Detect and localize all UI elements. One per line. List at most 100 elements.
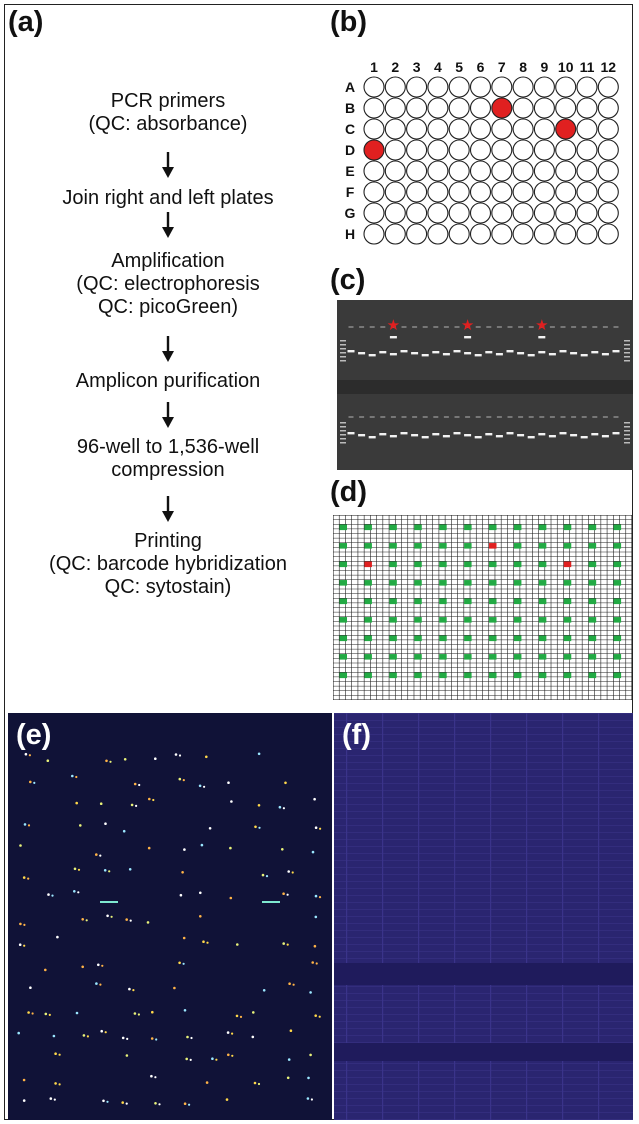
fluorescent-spot — [31, 1012, 34, 1015]
spot — [613, 654, 622, 660]
fluorescent-spot — [230, 800, 233, 803]
fluorescent-spot — [229, 896, 233, 900]
spot — [389, 543, 397, 549]
gel-well — [380, 326, 386, 328]
ladder-band — [340, 344, 346, 346]
spot — [588, 635, 597, 642]
scan-row — [334, 1077, 633, 1078]
spot — [588, 598, 597, 605]
gel-band — [379, 433, 387, 436]
fluorescent-spot — [75, 775, 78, 779]
gel-well — [359, 416, 365, 418]
gel-well — [581, 326, 587, 328]
well — [576, 139, 598, 161]
fluorescent-spot — [278, 805, 282, 809]
fluorescent-spot — [182, 779, 185, 782]
spot — [414, 543, 422, 549]
gel-band — [432, 433, 440, 436]
fluorescent-spot — [306, 1097, 310, 1100]
fluorescent-spot — [239, 1015, 243, 1018]
gel-well — [613, 416, 619, 418]
workflow-step-line: 96-well to 1,536-well — [76, 436, 260, 458]
gel-well — [422, 416, 428, 418]
spot — [513, 543, 522, 549]
spot — [538, 524, 547, 531]
row-label: E — [345, 163, 354, 179]
spot — [464, 524, 472, 531]
spot — [538, 543, 547, 549]
well — [406, 118, 428, 140]
gel-well — [401, 326, 407, 328]
row-label: H — [345, 226, 355, 242]
spot — [339, 580, 348, 586]
ladder-band — [624, 434, 630, 436]
ladder-band — [624, 438, 630, 440]
spot — [389, 617, 397, 623]
scan-row — [334, 895, 633, 896]
gel-band — [527, 436, 535, 439]
scan-row — [334, 720, 633, 721]
gel-well — [369, 326, 375, 328]
panel-label-c: (c) — [330, 264, 366, 296]
spot — [538, 654, 547, 660]
fluorescent-spot — [121, 1101, 124, 1104]
gel-band — [538, 351, 546, 354]
gel-band — [601, 353, 609, 356]
workflow-step: Printing (QC: barcode hybridization QC: sy… — [8, 530, 328, 598]
spot — [439, 672, 447, 679]
gel-well — [528, 416, 534, 418]
scan-row — [334, 769, 633, 770]
gel-well — [518, 416, 524, 418]
fluorescent-spot — [148, 797, 151, 801]
spot — [489, 635, 497, 642]
spot — [563, 654, 572, 660]
gel-well — [433, 326, 439, 328]
fluorescent-spot — [319, 827, 322, 830]
well — [597, 97, 619, 119]
well — [533, 118, 555, 140]
fluorescent-spot — [265, 875, 269, 878]
well — [469, 118, 492, 140]
spot — [489, 561, 497, 568]
well — [469, 160, 492, 182]
scan-row — [334, 1098, 633, 1099]
fluorescent-spot — [281, 848, 284, 851]
spot — [364, 524, 372, 531]
well — [597, 202, 619, 224]
gel-well — [465, 416, 471, 418]
spot — [389, 672, 397, 679]
gel-band — [400, 350, 408, 353]
spot — [563, 580, 572, 586]
column-label: 8 — [519, 59, 527, 75]
fluorescent-spot — [104, 1031, 107, 1034]
well — [384, 118, 406, 140]
spot — [588, 524, 597, 531]
fluorescent-spot — [198, 784, 202, 788]
gel-band — [400, 432, 408, 435]
well — [491, 223, 513, 245]
well — [491, 181, 513, 203]
well — [512, 160, 534, 182]
well — [576, 181, 598, 203]
gel-band — [591, 433, 599, 436]
well — [384, 181, 406, 203]
workflow-step-line: QC: sytostain) — [104, 575, 232, 598]
well — [491, 160, 513, 182]
fluorescent-spot — [318, 1015, 321, 1018]
fluorescent-spot — [104, 822, 107, 825]
gel-band-shifted — [389, 336, 397, 339]
gel-well — [539, 326, 545, 328]
gel-well — [401, 416, 407, 418]
gel-well — [496, 326, 502, 328]
scan-row — [334, 986, 633, 987]
fluorescent-spot — [53, 1098, 56, 1101]
well — [512, 97, 534, 119]
gel-well — [571, 326, 577, 328]
fluorescent-spot — [128, 868, 132, 871]
fluorescent-spot — [231, 1032, 234, 1035]
fluorescent-spot — [229, 846, 232, 850]
well — [512, 223, 534, 245]
gel-band — [379, 351, 387, 354]
fluorescent-spot — [227, 781, 230, 784]
spot — [489, 617, 497, 623]
